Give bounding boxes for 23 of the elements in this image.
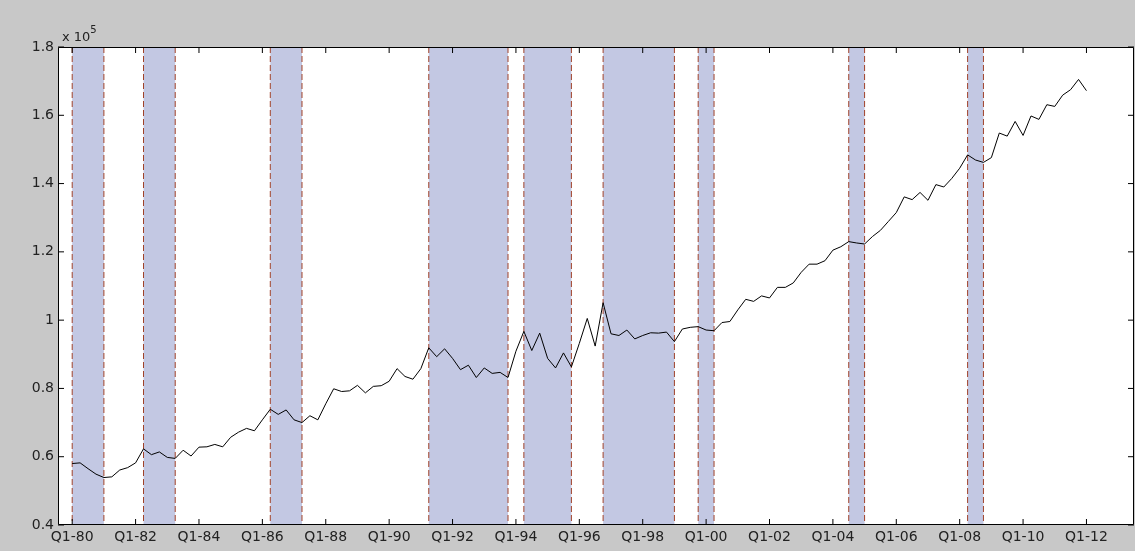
x-tick-label: Q1-82 <box>114 528 157 545</box>
y-tick-label: 1.8 <box>31 37 54 54</box>
x-tick-label: Q1-90 <box>367 528 411 545</box>
x-tick-label: Q1-96 <box>557 528 601 545</box>
y-tick-label: 1.4 <box>31 174 55 191</box>
x-tick-label: Q1-12 <box>1065 528 1108 545</box>
x-tick-label: Q1-88 <box>304 528 348 545</box>
x-tick-label: Q1-02 <box>748 528 791 545</box>
x-tick-label: Q1-98 <box>621 528 665 545</box>
x-tick-label: Q1-92 <box>431 528 474 545</box>
x-tick-label: Q1-04 <box>811 528 855 545</box>
x-tick-label: Q1-10 <box>1001 528 1045 545</box>
x-tick-label: Q1-94 <box>494 528 538 545</box>
y-tick-label: 0.6 <box>31 447 55 464</box>
x-tick-label: Q1-84 <box>177 528 221 545</box>
x-tick-label: Q1-06 <box>874 528 918 545</box>
x-tick-label: Q1-00 <box>684 528 728 545</box>
y-tick-label: 1.6 <box>31 105 55 122</box>
x-tick-label: Q1-08 <box>938 528 982 545</box>
x-tick-label: Q1-86 <box>240 528 284 545</box>
y-tick-label: 1 <box>45 310 54 327</box>
y-tick-label: 0.8 <box>31 379 54 396</box>
y-tick-label: 1.2 <box>31 242 54 259</box>
